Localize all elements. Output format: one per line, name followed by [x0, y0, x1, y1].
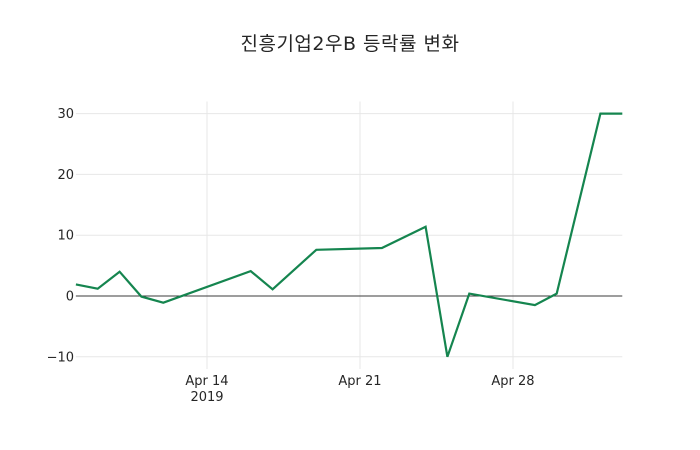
y-tick-label: 10: [57, 229, 74, 244]
chart-title: 진흥기업2우B 등락률 변화: [240, 33, 460, 55]
x-tick-year-label: 2019: [190, 390, 223, 405]
y-tick-label: 0: [66, 290, 74, 305]
x-tick-label: Apr 14: [185, 374, 228, 389]
x-tick-label: Apr 21: [338, 374, 381, 389]
data-line-series: [75, 112, 623, 358]
y-tick-label: 30: [57, 107, 74, 122]
x-tick-label: Apr 28: [491, 374, 534, 389]
y-tick-label: −10: [47, 350, 74, 365]
y-tick-label: 20: [57, 168, 74, 183]
